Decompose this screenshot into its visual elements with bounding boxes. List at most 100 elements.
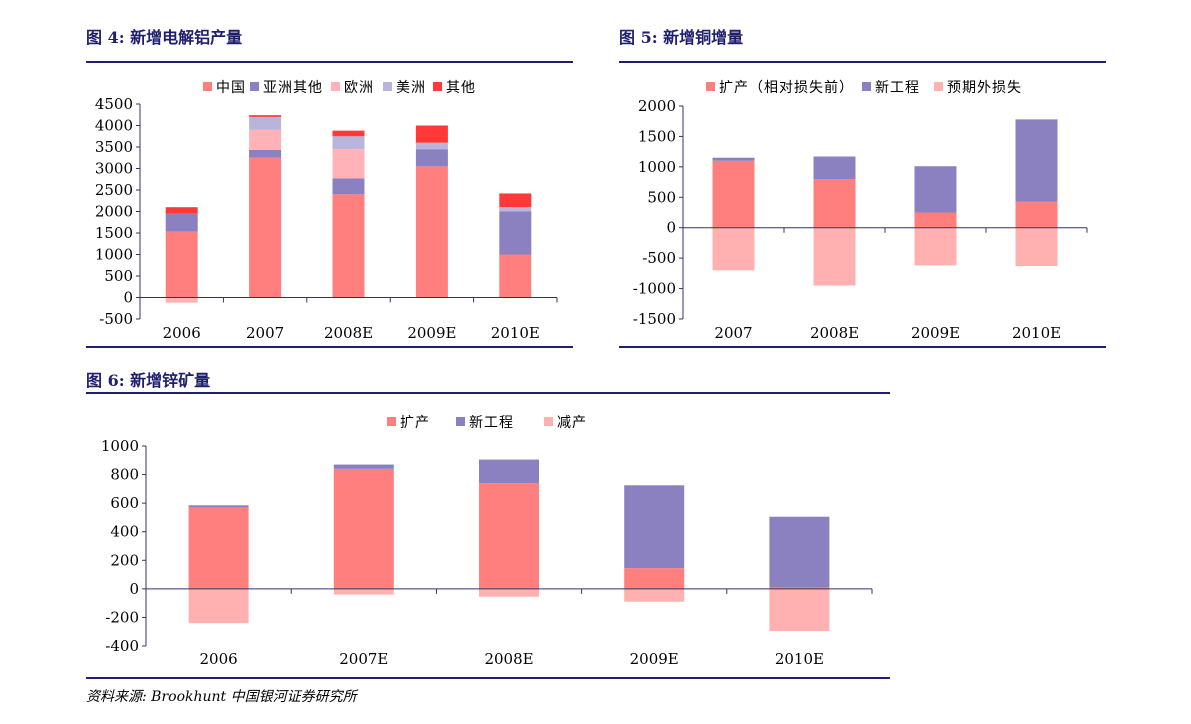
bar-2008E-series-1 — [332, 178, 365, 195]
bar-2006-series-2 — [165, 297, 198, 303]
bar-2010E-series-1 — [499, 211, 532, 255]
y-tick-label: -1500 — [633, 310, 676, 328]
legend-swatch — [456, 417, 465, 426]
legend-swatch — [706, 82, 715, 91]
bar-2010E-series-0 — [499, 254, 532, 298]
bar-2007-series-2 — [249, 129, 282, 151]
y-tick-label: -500 — [642, 249, 676, 267]
bar-2006-series-1 — [165, 213, 198, 232]
x-tick-label: 2010E — [491, 324, 540, 342]
bar-2008E-series-2 — [479, 588, 539, 597]
chart-6: 1000 800 600 400 200 0 -200 -400 2006 2007E 2008E 2… — [101, 415, 873, 668]
legend-swatch — [544, 417, 553, 426]
y-tick-label: 1000 — [101, 437, 139, 455]
bar-2007-series-4 — [249, 115, 282, 117]
bar-2006-series-0 — [188, 507, 249, 589]
bar-2008E-series-2 — [332, 149, 365, 179]
legend-label: 欧洲 — [344, 80, 374, 96]
x-tick-label: 2007 — [246, 324, 284, 342]
bar-2008E-series-1 — [813, 156, 856, 180]
y-tick-label: -1000 — [633, 280, 676, 298]
bar-2009E-series-0 — [914, 212, 957, 228]
bar-2009E-series-2 — [624, 588, 685, 602]
bar-2010E-series-3 — [499, 207, 532, 212]
x-tick-label: 2006 — [200, 650, 238, 668]
y-tick-label: -400 — [105, 637, 139, 655]
figure-6-title: 图 6: 新增锌矿量 — [86, 371, 211, 390]
figure-6-bottom-rule — [86, 677, 890, 679]
legend-swatch — [331, 82, 340, 91]
bar-2007-series-2 — [712, 227, 755, 271]
y-tick-label: 4500 — [95, 95, 133, 113]
bar-2007E-series-0 — [333, 468, 394, 589]
bar-2009E-series-1 — [415, 149, 448, 167]
y-tick-label: -200 — [105, 608, 139, 626]
bar-2006-series-0 — [165, 231, 198, 298]
bar-2009E-series-4 — [415, 125, 448, 143]
y-tick-label: 0 — [129, 580, 139, 598]
bar-2009E-series-0 — [415, 166, 448, 298]
bar-2007-series-1 — [712, 157, 755, 161]
y-tick-label: -500 — [99, 310, 133, 328]
legend-label: 减产 — [557, 415, 587, 431]
y-tick-label: 1000 — [638, 158, 676, 176]
bar-2009E-series-1 — [914, 166, 957, 213]
bar-2008E-series-2 — [813, 227, 856, 286]
legend-swatch — [383, 82, 392, 91]
bar-2007-series-0 — [249, 157, 282, 298]
y-tick-label: 1500 — [95, 224, 133, 242]
bar-2010E-series-2 — [769, 588, 830, 631]
x-tick-label: 2007 — [714, 324, 752, 342]
y-tick-label: 1500 — [638, 127, 676, 145]
bar-2010E-series-0 — [1015, 201, 1058, 228]
bar-2006-series-4 — [165, 207, 198, 214]
y-tick-label: 800 — [110, 466, 139, 484]
y-tick-label: 2000 — [638, 97, 676, 115]
bar-2007E-series-1 — [333, 464, 394, 469]
bar-2008E-series-4 — [332, 130, 365, 137]
y-tick-label: 600 — [110, 494, 139, 512]
bar-2010E-series-1 — [769, 516, 830, 588]
y-tick-label: 0 — [666, 219, 676, 237]
bar-2008E-series-0 — [813, 179, 856, 228]
y-tick-label: 2000 — [95, 203, 133, 221]
figure-4-top-rule — [86, 61, 573, 63]
figure-5-bottom-rule — [619, 346, 1106, 348]
legend-label: 新工程 — [469, 415, 514, 431]
x-tick-label: 2008E — [324, 324, 373, 342]
legend-label: 新工程 — [875, 80, 920, 96]
figure-6-top-rule — [86, 392, 890, 394]
legend-label: 美洲 — [396, 80, 426, 96]
x-tick-label: 2009E — [630, 650, 679, 668]
bar-2006-series-2 — [188, 588, 249, 624]
y-tick-label: 500 — [647, 188, 676, 206]
legend-label: 扩产（相对损失前） — [719, 79, 854, 96]
bar-2007-series-0 — [712, 160, 755, 228]
bar-2008E-series-3 — [332, 136, 365, 150]
legend-label: 亚洲其他 — [263, 80, 323, 96]
x-tick-label: 2008E — [810, 324, 859, 342]
x-tick-label: 2009E — [407, 324, 456, 342]
bar-2009E-series-0 — [624, 568, 685, 589]
legend-swatch — [203, 82, 212, 91]
legend-swatch — [934, 82, 943, 91]
y-tick-label: 1000 — [95, 246, 133, 264]
bar-2008E-series-1 — [479, 459, 539, 484]
legend-label: 扩产 — [400, 415, 430, 431]
legend-swatch — [862, 82, 871, 91]
bar-2010E-series-2 — [1015, 227, 1058, 267]
bar-2009E-series-3 — [415, 142, 448, 150]
legend-swatch — [387, 417, 396, 426]
bar-2007-series-3 — [249, 116, 282, 130]
legend-swatch — [250, 82, 259, 91]
legend-label: 预期外损失 — [947, 80, 1022, 96]
y-tick-label: 2500 — [95, 181, 133, 199]
figure-4-bottom-rule — [86, 346, 573, 348]
y-tick-label: 3500 — [95, 138, 133, 156]
figure-5-top-rule — [619, 61, 1106, 63]
bar-2008E-series-0 — [332, 194, 365, 298]
x-tick-label: 2009E — [911, 324, 960, 342]
chart-4: 4500 4000 3500 3000 2500 2000 1500 1000 500 0 -500… — [95, 80, 558, 342]
x-tick-label: 2010E — [775, 650, 824, 668]
bar-2008E-series-0 — [479, 483, 539, 589]
